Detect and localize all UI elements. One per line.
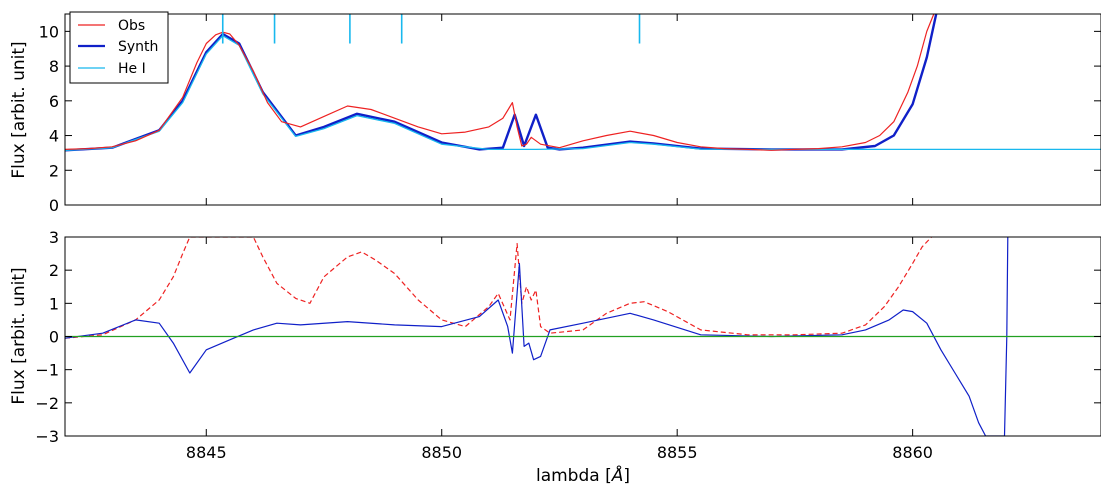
legend-obs-label: Obs [118,18,145,34]
bottom-x-tick-label: 8855 [657,443,698,462]
bottom-y-tick-label: −2 [35,394,59,413]
legend-synth-label: Synth [118,39,158,55]
bottom-y-axis-label: Flux [arbit. unit] [9,267,29,404]
bottom-y-tick-label: 0 [49,328,59,347]
bottom-x-tick-label: 8845 [186,443,227,462]
obs-series-line [65,14,935,151]
top-series-group [65,14,1101,152]
bottom-x-tick-label: 8860 [892,443,933,462]
x-axis-label-suffix: ] [623,466,630,486]
top-y-tick-label: 4 [49,127,59,146]
bottom-series-group [65,237,1101,436]
top-y-tick-label: 8 [49,57,59,76]
bottom-y-tick-label: 3 [49,228,59,247]
x-axis-label-symbol: Å [611,464,624,486]
bottom-y-tick-label: 2 [49,261,59,280]
he-line-markers [221,14,641,44]
legend: Obs Synth He I [69,11,169,84]
top-y-axis-label: Flux [arbit. unit] [9,41,29,178]
top-y-tick-label: 0 [49,196,59,215]
top-y-ticks: 0 2 4 6 8 10 [39,14,1101,215]
synth-series-line [65,14,938,152]
he-series-line [65,35,1101,151]
x-axis-label: lambda [Å] [536,464,630,486]
bottom-x-ticks: 8845 8850 8855 8860 [186,237,933,462]
legend-box [69,11,169,84]
top-y-tick-label: 2 [49,161,59,180]
bottom-x-tick-label: 8850 [421,443,462,462]
x-axis-label-text: lambda [ [536,466,612,486]
bottom-y-tick-label: −3 [35,427,59,446]
top-y-tick-label: 6 [49,92,59,111]
residual-dashed-line [65,237,932,339]
top-plot-frame [64,13,1101,206]
top-panel: 0 2 4 6 8 10 Flux [arbit. unit] Obs Synth He … [9,11,1101,215]
top-y-tick-label: 10 [39,22,59,41]
bottom-y-tick-label: 1 [49,294,59,313]
bottom-y-ticks: −3 −2 −1 0 1 2 3 [35,228,1101,446]
legend-he-label: He I [118,61,146,77]
bottom-y-tick-label: −1 [35,361,59,380]
residual-solid-line [65,237,1009,436]
bottom-panel: −3 −2 −1 0 1 2 3 8845 8850 8855 8860 Flux [arbit.… [9,228,1101,486]
